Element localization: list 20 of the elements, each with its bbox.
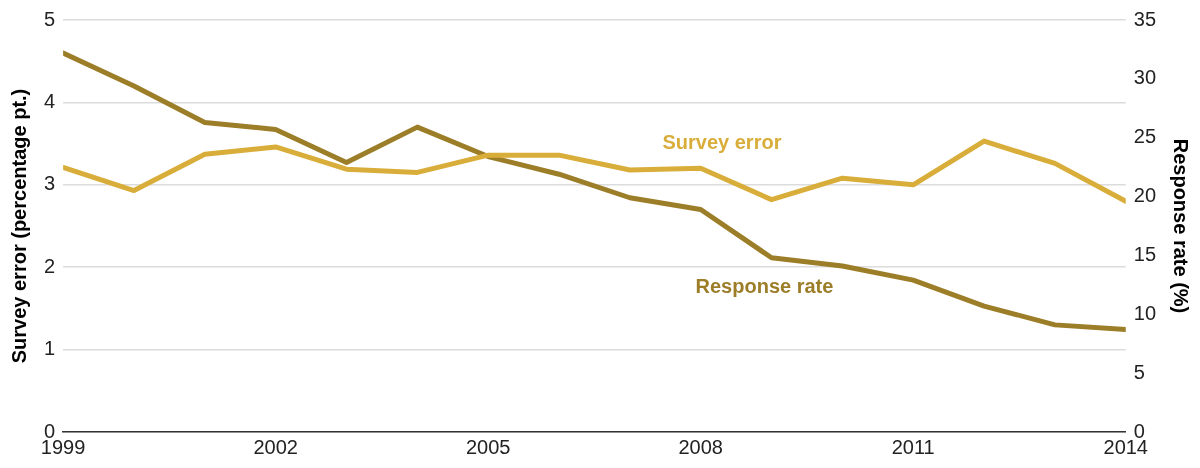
y2-tick-label: 25	[1133, 125, 1156, 148]
y-tick-label: 3	[44, 172, 56, 195]
y-tick-label: 2	[44, 254, 56, 277]
x-tick-label: 2008	[678, 435, 723, 458]
y2-tick-label: 10	[1133, 301, 1156, 324]
y2-tick-label: 35	[1133, 7, 1156, 30]
y2-tick-label: 20	[1133, 184, 1156, 207]
x-tick-label: 2011	[891, 435, 935, 458]
y2-tick-label: 30	[1133, 66, 1156, 89]
x-tick-label: 2002	[253, 435, 298, 458]
x-tick-label: 2005	[465, 435, 511, 458]
series-label: Response rate	[695, 275, 834, 298]
y2-tick-label: 15	[1133, 242, 1156, 265]
y-tick-label: 1	[44, 337, 56, 360]
series-label: Survey error	[662, 131, 782, 154]
y2-tick-label: 5	[1133, 360, 1145, 383]
y-tick-label: 4	[44, 89, 56, 112]
y2-axis-title: Response rate (%)	[1170, 138, 1193, 314]
y-tick-label: 5	[44, 7, 56, 30]
y-axis-title: Survey error (percentage pt.)	[7, 88, 30, 364]
